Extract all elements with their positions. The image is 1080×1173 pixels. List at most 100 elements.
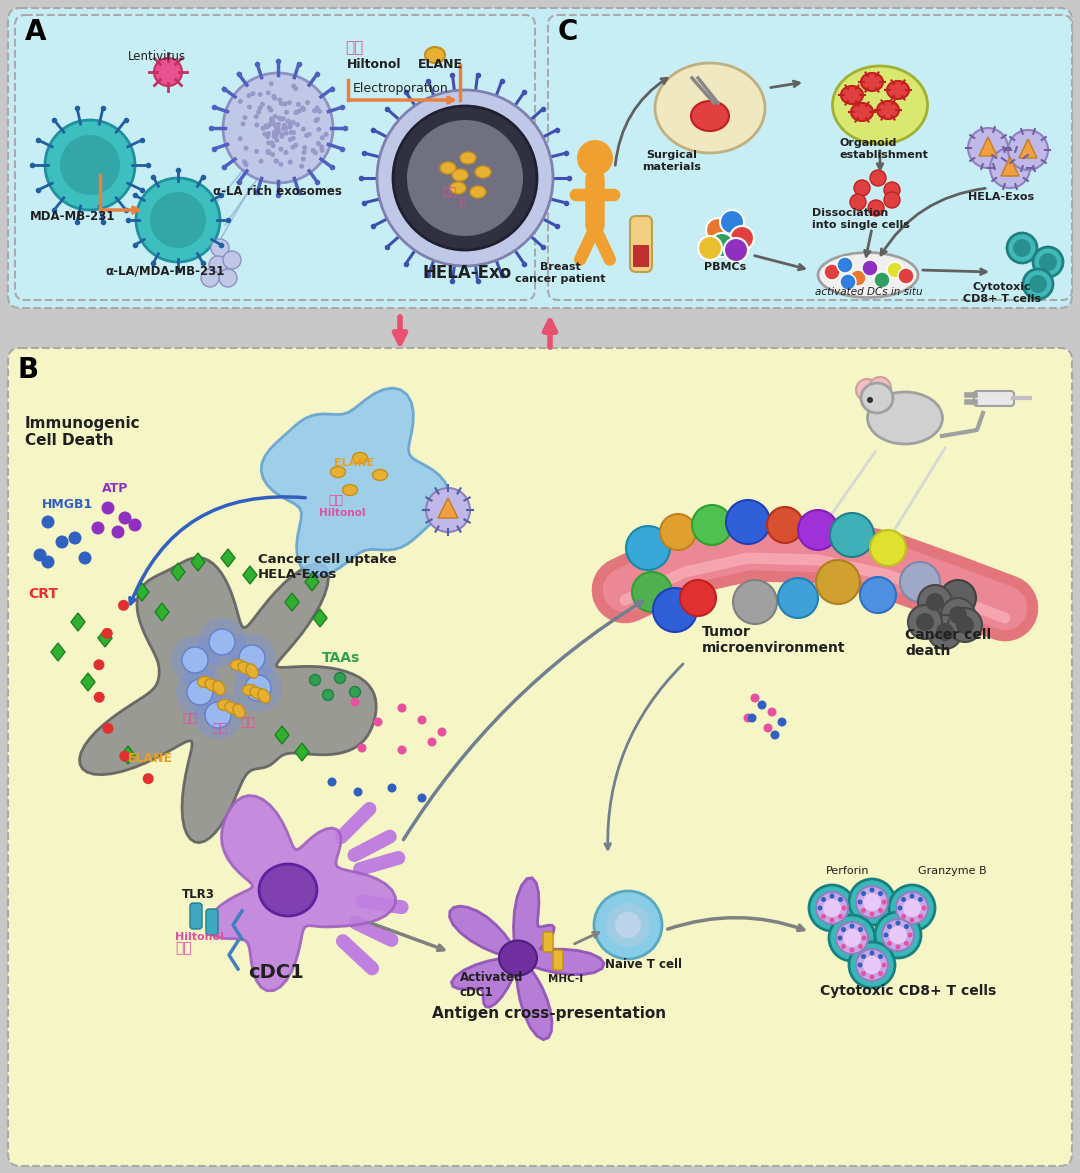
Circle shape — [313, 150, 318, 155]
Circle shape — [274, 130, 279, 135]
Circle shape — [267, 106, 272, 110]
Circle shape — [243, 115, 247, 120]
Circle shape — [316, 141, 321, 145]
Circle shape — [45, 120, 135, 210]
Text: Organoid
establishment: Organoid establishment — [840, 138, 929, 160]
Polygon shape — [438, 499, 458, 518]
Text: Dissociation
into single cells: Dissociation into single cells — [812, 209, 909, 230]
Circle shape — [291, 120, 296, 124]
Circle shape — [276, 122, 281, 127]
Circle shape — [241, 121, 245, 127]
Circle shape — [256, 109, 261, 115]
Circle shape — [615, 911, 642, 938]
Circle shape — [726, 500, 770, 544]
Circle shape — [247, 104, 252, 109]
Circle shape — [883, 933, 889, 937]
Circle shape — [300, 106, 305, 110]
Circle shape — [281, 127, 286, 131]
Circle shape — [260, 126, 266, 130]
Circle shape — [262, 131, 267, 136]
Polygon shape — [285, 594, 299, 611]
Circle shape — [428, 738, 436, 746]
Text: MDA-MB-231: MDA-MB-231 — [30, 210, 116, 223]
Circle shape — [878, 954, 883, 960]
Circle shape — [577, 140, 613, 176]
Polygon shape — [275, 726, 289, 744]
Circle shape — [143, 773, 153, 784]
Circle shape — [850, 270, 866, 286]
Circle shape — [305, 133, 309, 138]
Circle shape — [282, 123, 287, 128]
Ellipse shape — [861, 73, 883, 91]
Ellipse shape — [453, 169, 468, 181]
Text: 〜〜: 〜〜 — [240, 716, 255, 728]
Polygon shape — [135, 583, 149, 601]
Circle shape — [276, 129, 281, 135]
Circle shape — [273, 134, 279, 138]
Circle shape — [55, 536, 68, 549]
Circle shape — [868, 201, 885, 216]
Polygon shape — [71, 613, 85, 631]
Circle shape — [335, 672, 346, 684]
Circle shape — [660, 514, 696, 550]
Text: Activated
cDC1: Activated cDC1 — [460, 971, 524, 999]
Text: MHC-I: MHC-I — [548, 974, 583, 984]
Text: Cancer cell
death: Cancer cell death — [905, 628, 991, 658]
Polygon shape — [98, 629, 112, 647]
Text: ELANE: ELANE — [418, 57, 463, 72]
Circle shape — [821, 897, 826, 902]
Circle shape — [904, 941, 909, 945]
Ellipse shape — [249, 687, 264, 699]
Circle shape — [606, 903, 650, 947]
Ellipse shape — [259, 865, 318, 916]
Circle shape — [171, 636, 219, 684]
Text: A: A — [25, 18, 46, 46]
Circle shape — [294, 87, 298, 91]
Text: 〜〜: 〜〜 — [175, 941, 192, 955]
Text: ELANE: ELANE — [334, 457, 374, 468]
Circle shape — [594, 891, 662, 960]
Circle shape — [234, 664, 282, 712]
Text: ATP: ATP — [102, 482, 129, 495]
Circle shape — [60, 135, 120, 195]
Circle shape — [275, 126, 280, 130]
Circle shape — [357, 744, 366, 753]
Circle shape — [154, 57, 183, 86]
Text: cDC1: cDC1 — [248, 963, 303, 982]
Text: HELA-Exo: HELA-Exo — [422, 264, 511, 282]
Circle shape — [287, 137, 293, 142]
Circle shape — [292, 83, 296, 89]
Ellipse shape — [213, 682, 225, 696]
Circle shape — [897, 267, 914, 284]
Circle shape — [238, 136, 243, 141]
Polygon shape — [449, 877, 604, 1039]
Circle shape — [878, 908, 883, 913]
Circle shape — [816, 560, 860, 604]
Circle shape — [246, 93, 252, 99]
Circle shape — [210, 256, 227, 274]
Circle shape — [266, 150, 271, 155]
Ellipse shape — [887, 81, 909, 99]
Circle shape — [269, 141, 274, 145]
Circle shape — [136, 178, 220, 262]
Circle shape — [948, 608, 982, 642]
Circle shape — [269, 116, 274, 121]
Circle shape — [867, 396, 873, 404]
Circle shape — [377, 90, 553, 266]
Ellipse shape — [833, 66, 928, 144]
Polygon shape — [80, 557, 376, 842]
Circle shape — [312, 108, 318, 114]
Text: Tumor
microenvironment: Tumor microenvironment — [702, 625, 846, 655]
Circle shape — [269, 81, 273, 86]
Circle shape — [313, 118, 319, 123]
Ellipse shape — [440, 162, 456, 174]
Circle shape — [850, 194, 866, 210]
Circle shape — [778, 718, 786, 726]
Ellipse shape — [230, 659, 245, 671]
Circle shape — [283, 101, 287, 107]
Circle shape — [315, 117, 320, 122]
Text: Immunogenic
Cell Death: Immunogenic Cell Death — [25, 415, 140, 448]
Ellipse shape — [691, 101, 729, 131]
Circle shape — [885, 182, 900, 198]
Polygon shape — [261, 388, 449, 576]
